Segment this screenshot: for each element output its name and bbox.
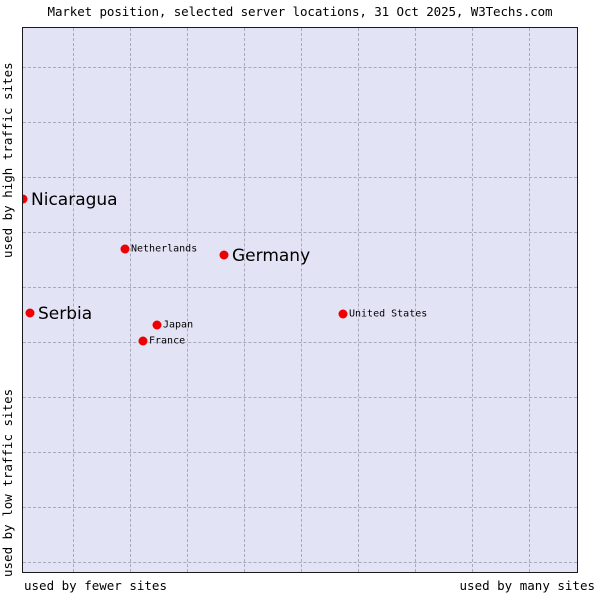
data-point-label: Netherlands [131,243,198,255]
data-point-marker[interactable] [338,309,348,319]
gridline-horizontal [23,122,577,123]
data-point-label: Nicaragua [31,190,118,210]
gridline-vertical [472,28,473,572]
data-point-marker[interactable] [25,308,35,318]
data-point-marker[interactable] [138,336,148,346]
gridline-vertical [529,28,530,572]
data-point-marker[interactable] [219,250,229,260]
chart-title: Market position, selected server locatio… [47,4,553,19]
data-point-marker[interactable] [120,244,130,254]
data-point-marker[interactable] [23,194,28,204]
gridline-horizontal [23,507,577,508]
gridline-horizontal [23,397,577,398]
gridline-horizontal [23,177,577,178]
data-point-label: France [149,335,186,347]
gridline-horizontal [23,287,577,288]
gridline-vertical [130,28,131,572]
gridline-horizontal [23,452,577,453]
gridline-vertical [358,28,359,572]
gridline-vertical [301,28,302,572]
data-point-label: Serbia [38,304,93,324]
gridline-vertical [73,28,74,572]
x-axis-label-many: used by many sites [459,578,595,593]
data-point-label: United States [349,308,428,320]
data-point-marker[interactable] [152,320,162,330]
y-axis-label-low: used by low traffic sites [0,388,15,577]
gridline-horizontal [23,232,577,233]
x-axis-label-fewer: used by fewer sites [24,578,167,593]
gridline-horizontal [23,342,577,343]
plot-area: Nicaragua Netherlands Germany Serbia United … [22,27,578,573]
gridline-vertical [415,28,416,572]
gridline-horizontal [23,562,577,563]
gridline-vertical [187,28,188,572]
data-point-label: Germany [232,246,311,266]
gridline-horizontal [23,67,577,68]
data-point-label: Japan [163,319,194,331]
y-axis-label-high: used by high traffic sites [0,62,15,258]
gridline-vertical [244,28,245,572]
